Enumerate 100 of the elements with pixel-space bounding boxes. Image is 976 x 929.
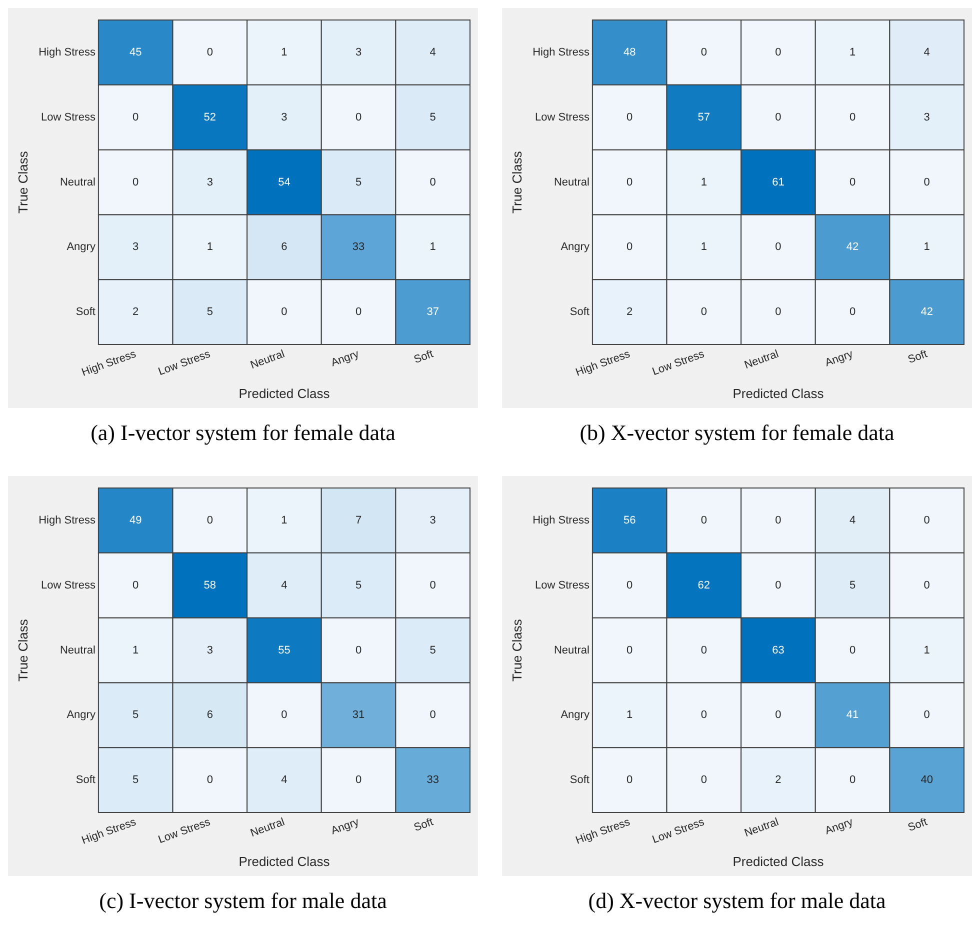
x-axis-title: Predicted Class [238, 854, 330, 869]
data-label: 4 [430, 46, 436, 58]
data-label: 0 [355, 111, 362, 124]
y-axis-title: True Class [15, 150, 30, 214]
data-label: 1 [700, 176, 707, 188]
data-label: 1 [626, 709, 633, 722]
data-label: 5 [355, 176, 362, 188]
data-label: 41 [846, 709, 859, 722]
x-axis-title: Predicted Class [732, 386, 824, 401]
data-label: 4 [924, 46, 930, 58]
data-label: 0 [924, 579, 930, 592]
data-label: 0 [626, 774, 633, 786]
data-label: 5 [132, 709, 139, 722]
y-tick-label: Neutral [60, 176, 96, 188]
text: (a) I-vector system for female data [90, 420, 396, 446]
data-label: 55 [278, 644, 290, 656]
x-axis-title: Predicted Class [732, 854, 824, 869]
x-tick-label: Low Stress [650, 348, 706, 378]
data-label: 0 [849, 176, 856, 188]
data-label: 0 [626, 176, 633, 188]
data-label: 0 [775, 241, 782, 254]
data-label: 6 [206, 709, 213, 722]
data-label: 0 [775, 514, 782, 526]
data-label: 6 [281, 241, 288, 254]
y-tick-label: Neutral [60, 644, 96, 656]
data-label: 0 [355, 774, 362, 786]
data-label: 0 [626, 579, 633, 592]
y-axis-title: True Class [509, 618, 524, 682]
data-label: 3 [206, 644, 213, 656]
data-label: 0 [430, 709, 436, 722]
y-tick-label: Soft [76, 774, 96, 786]
data-label: 0 [775, 46, 782, 58]
data-label: 0 [626, 111, 633, 124]
x-tick-label: Soft [412, 348, 435, 366]
data-label: 54 [278, 176, 290, 188]
data-label: 42 [846, 241, 859, 254]
y-tick-label: Angry [66, 709, 96, 722]
y-tick-label: Low Stress [535, 111, 590, 124]
data-label: 0 [430, 579, 436, 592]
x-tick-label: Angry [824, 816, 856, 838]
y-tick-label: Soft [570, 306, 590, 318]
data-label: 0 [281, 709, 288, 722]
data-label: 0 [700, 514, 707, 526]
data-label: 1 [924, 644, 930, 656]
data-label: 0 [849, 644, 856, 656]
data-label: 0 [849, 774, 856, 786]
x-tick-label: Low Stress [156, 816, 212, 846]
data-label: 2 [775, 774, 782, 786]
x-tick-label: Angry [330, 348, 362, 370]
data-label: 3 [924, 111, 930, 124]
text: (c) I-vector system for male data [99, 888, 387, 914]
data-label: 62 [698, 579, 710, 592]
y-tick-label: High Stress [38, 46, 96, 58]
data-label: 0 [132, 579, 139, 592]
y-tick-label: Angry [560, 241, 590, 254]
data-label: 4 [281, 579, 288, 592]
data-label: 3 [281, 111, 288, 124]
data-label: 1 [700, 241, 707, 254]
data-label: 0 [132, 111, 139, 124]
data-label: 63 [772, 644, 784, 656]
data-label: 40 [920, 774, 933, 786]
data-label: 0 [775, 111, 782, 124]
y-tick-label: Neutral [554, 644, 590, 656]
data-label: 5 [206, 306, 213, 318]
data-label: 2 [626, 306, 633, 318]
data-label: 0 [626, 241, 633, 254]
data-label: 1 [849, 46, 856, 58]
x-tick-label: Soft [906, 816, 929, 834]
data-label: 49 [129, 514, 142, 526]
data-label: 7 [355, 514, 362, 526]
y-tick-label: High Stress [38, 514, 96, 526]
data-label: 0 [849, 306, 856, 318]
data-label: 0 [775, 579, 782, 592]
data-label: 1 [281, 514, 288, 526]
data-label: 33 [352, 241, 365, 254]
data-label: 1 [924, 241, 930, 254]
data-label: 61 [772, 176, 784, 188]
data-label: 0 [924, 709, 930, 722]
data-label: 48 [623, 46, 636, 58]
data-label: 0 [281, 306, 288, 318]
data-label: 33 [426, 774, 439, 786]
x-tick-label: Angry [824, 348, 856, 370]
data-label: 3 [206, 176, 213, 188]
data-label: 1 [281, 46, 288, 58]
data-label: 45 [129, 46, 142, 58]
data-label: 0 [206, 514, 213, 526]
y-tick-label: High Stress [532, 46, 590, 58]
data-label: 1 [132, 644, 139, 656]
data-label: 0 [700, 46, 707, 58]
data-label: 57 [698, 111, 710, 124]
y-tick-label: Low Stress [41, 579, 96, 592]
data-label: 5 [132, 774, 139, 786]
data-label: 0 [700, 709, 707, 722]
data-label: 0 [206, 774, 213, 786]
y-tick-label: High Stress [532, 514, 590, 526]
x-tick-label: Soft [412, 816, 435, 834]
data-label: 3 [132, 241, 139, 254]
y-tick-label: Low Stress [535, 579, 590, 592]
data-label: 0 [924, 176, 930, 188]
y-tick-label: Low Stress [41, 111, 96, 124]
